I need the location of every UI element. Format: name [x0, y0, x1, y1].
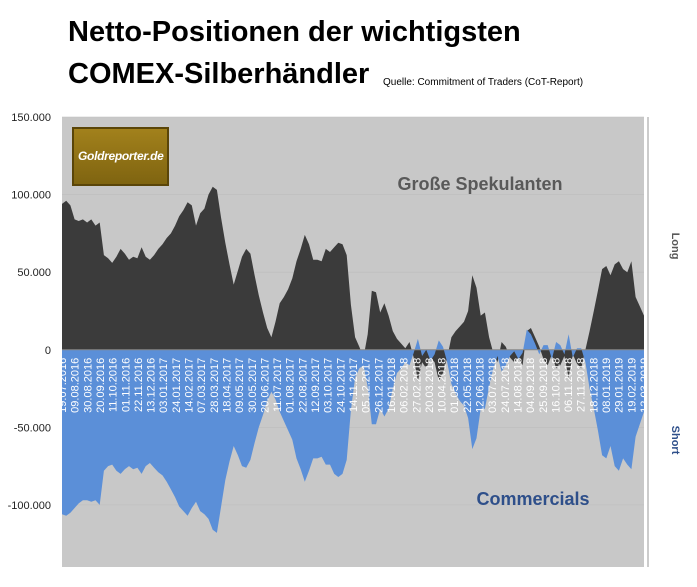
x-tick-label: 01.05.2018 [449, 358, 461, 413]
x-tick-label: 03.10.2017 [323, 358, 335, 413]
y-tick-label: -50.000 [14, 422, 51, 434]
x-tick-label: 06.02.2018 [399, 358, 411, 413]
x-tick-label: 26.12.2017 [373, 358, 385, 413]
annotation-speculators: Große Spekulanten [397, 174, 562, 194]
x-tick-label: 01.11.2016 [120, 358, 132, 412]
x-tick-label: 27.11.2018 [576, 358, 588, 412]
x-tick-label: 20.06.2017 [259, 358, 271, 413]
series-commercials-area [62, 329, 644, 533]
x-tick-label: 20.03.2018 [424, 358, 436, 413]
y-tick-label: 0 [45, 345, 51, 357]
annotation-commercials: Commercials [476, 489, 589, 509]
x-tick-labels: 19.07.2016 09.08.2016 30.08.2016 20.09.2016… [57, 358, 651, 413]
x-tick-label: 30.05.2017 [247, 358, 259, 413]
x-tick-label: 14.11.2017 [348, 358, 360, 412]
x-tick-label: 24.01.2017 [171, 358, 183, 413]
logo-text: Goldreporter.de [78, 149, 164, 163]
x-tick-label: 20.09.2016 [95, 358, 107, 413]
x-tick-label: 22.11.2016 [133, 358, 145, 412]
x-tick-label: 19.02.2019 [626, 358, 638, 413]
series-speculators-area [62, 186, 644, 381]
y-tick-label: 100.000 [11, 190, 51, 202]
x-tick-label: 16.10.2018 [550, 358, 562, 413]
x-tick-label: 22.05.2018 [462, 358, 474, 413]
x-tick-label: 03.07.2018 [487, 358, 499, 413]
x-tick-label: 01.08.2017 [285, 358, 297, 413]
y-tick-label: 50.000 [17, 267, 51, 279]
x-tick-label: 12.03.2019 [639, 358, 651, 413]
x-tick-label: 13.12.2016 [146, 358, 158, 413]
y-tick-labels: 150.000 100.000 50.000 0 -50.000 -100.000 [8, 112, 51, 512]
x-tick-label: 11.07.2017 [272, 358, 284, 412]
x-tick-label: 09.05.2017 [234, 358, 246, 413]
x-tick-label: 07.03.2017 [196, 358, 208, 413]
goldreporter-logo: Goldreporter.de [72, 127, 169, 186]
x-tick-label: 11.10.2016 [108, 358, 120, 412]
x-tick-label: 05.12.2017 [361, 358, 373, 413]
right-label-short: Short [669, 426, 681, 455]
x-tick-label: 16.01.2018 [386, 358, 398, 413]
x-tick-label: 12.06.2018 [475, 358, 487, 413]
x-tick-label: 09.08.2016 [70, 358, 82, 413]
x-tick-label: 19.07.2016 [57, 358, 69, 413]
y-tick-label: 150.000 [11, 112, 51, 124]
x-tick-label: 14.08.2018 [513, 358, 525, 413]
x-tick-label: 28.03.2017 [209, 358, 221, 413]
x-tick-label: 14.02.2017 [184, 358, 196, 413]
y-tick-label: -100.000 [8, 500, 51, 512]
x-tick-label: 18.12.2018 [588, 358, 600, 413]
x-tick-label: 12.09.2017 [310, 358, 322, 413]
x-tick-label: 08.01.2019 [601, 358, 613, 413]
chart-title-line2: COMEX-Silberhändler [68, 58, 370, 90]
x-tick-label: 27.02.2018 [411, 358, 423, 413]
x-tick-label: 18.04.2017 [222, 358, 234, 413]
x-tick-label: 04.09.2018 [525, 358, 537, 413]
x-tick-label: 06.11.2018 [563, 358, 575, 412]
x-tick-label: 24.07.2018 [500, 358, 512, 413]
x-tick-label: 29.01.2019 [614, 358, 626, 413]
x-tick-label: 22.08.2017 [297, 358, 309, 413]
source-note: Quelle: Commitment of Traders (CoT-Repor… [383, 77, 584, 88]
chart-title-line1: Netto-Positionen der wichtigsten [68, 16, 521, 48]
right-label-long: Long [669, 233, 681, 260]
x-tick-label: 30.08.2016 [82, 358, 94, 413]
x-tick-label: 25.09.2018 [538, 358, 550, 413]
x-tick-label: 10.04.2018 [437, 358, 449, 413]
x-tick-label: 24.10.2017 [335, 358, 347, 413]
x-tick-label: 03.01.2017 [158, 358, 170, 413]
